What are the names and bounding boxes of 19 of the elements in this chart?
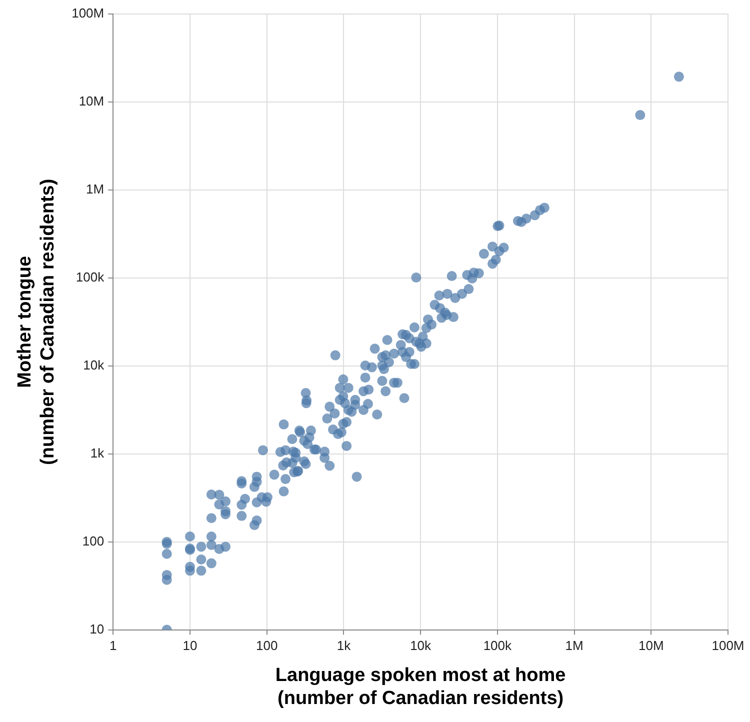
y-tick-label: 100k	[76, 269, 105, 284]
y-axis-title: Mother tongue (number of Canadian residents)	[14, 178, 58, 465]
y-tick-label: 1M	[86, 182, 104, 197]
x-tick-label: 10k	[410, 638, 432, 654]
y-tick-label: 100	[82, 533, 104, 548]
x-tick-label: 100	[256, 638, 278, 654]
y-tick-label: 100M	[72, 6, 104, 21]
x-tick-label: 100M	[712, 638, 744, 654]
x-axis-title: Language spoken most at home (number of Canadian residents)	[275, 665, 566, 709]
x-tick-label: 1k	[336, 638, 352, 654]
y-tick-label: 10M	[78, 94, 104, 109]
x-tick-label: 10	[182, 638, 198, 654]
x-tick-label: 1M	[565, 638, 584, 654]
y-tick-label: 10	[90, 621, 104, 636]
x-tick-label: 10M	[638, 638, 664, 654]
x-tick-label: 100k	[483, 638, 512, 654]
y-tick-label: 10k	[83, 357, 105, 372]
y-tick-label: 1k	[90, 445, 105, 460]
x-tick-label: 1	[110, 638, 117, 654]
